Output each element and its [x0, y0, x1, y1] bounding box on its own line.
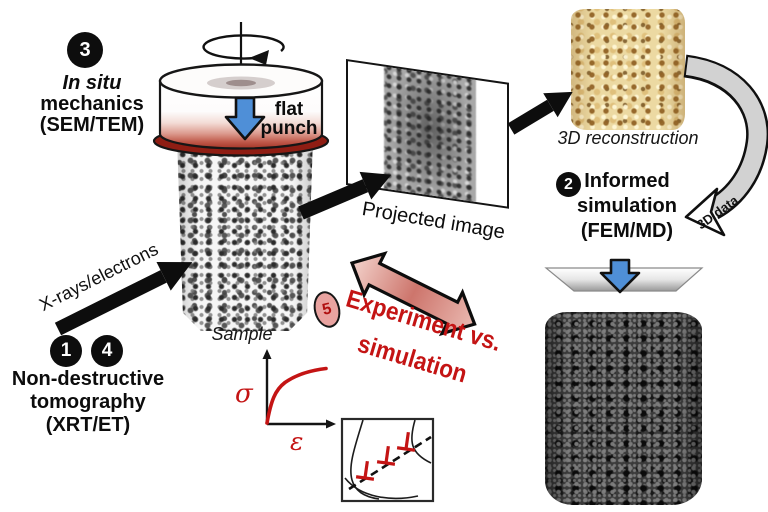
projection-to-reconstruction-arrow	[507, 91, 573, 135]
simulation-load-arrow-icon	[599, 258, 641, 294]
step-badge-1: 1	[50, 335, 82, 367]
punch-load-arrow-icon	[224, 96, 266, 141]
tomography-line1: Non-destructive	[11, 368, 165, 390]
reconstruction-label: 3D reconstruction	[557, 128, 699, 148]
flat-punch-line1: flat	[274, 99, 304, 120]
simulation-line3: (FEM/MD)	[580, 220, 674, 242]
xray-beam-arrow	[54, 262, 193, 336]
sample-to-projection-arrow	[298, 171, 392, 220]
flat-punch-line2: punch	[260, 118, 318, 139]
3d-reconstruction-image	[571, 9, 685, 130]
insitu-line3: (SEM/TEM)	[39, 114, 145, 136]
step-badge-3: 3	[67, 32, 103, 68]
simulation-line1: Informed	[584, 170, 670, 192]
insitu-line1: In situ	[62, 72, 122, 94]
dislocation-inset	[340, 417, 435, 503]
tomography-line2: tomography	[30, 391, 146, 413]
porous-sample-image	[177, 149, 313, 331]
flat-punch-label: flat punch	[255, 100, 323, 138]
tomography-label: Non-destructive tomography (XRT/ET)	[0, 368, 176, 437]
dislocation-symbols	[355, 431, 416, 481]
stress-strain-curve	[265, 366, 328, 425]
sample-label: Sample	[211, 324, 273, 344]
comparison-double-arrow	[349, 251, 477, 337]
informed-simulation-label: Informed simulation (FEM/MD)	[566, 169, 688, 244]
step-badge-2: 2	[556, 172, 581, 197]
stress-axis-label: σ	[235, 379, 253, 409]
simulation-line2: simulation	[576, 195, 677, 217]
3d-data-curved-arrow	[683, 54, 768, 237]
fem-mesh-image	[545, 312, 702, 505]
stress-strain-plot	[262, 349, 336, 429]
step-badge-4: 4	[91, 335, 123, 367]
insitu-line2: mechanics	[40, 93, 144, 115]
tomography-line3: (XRT/ET)	[45, 414, 131, 436]
strain-axis-label: ε	[290, 427, 304, 456]
insitu-mechanics-label: In situ mechanics (SEM/TEM)	[8, 73, 176, 136]
